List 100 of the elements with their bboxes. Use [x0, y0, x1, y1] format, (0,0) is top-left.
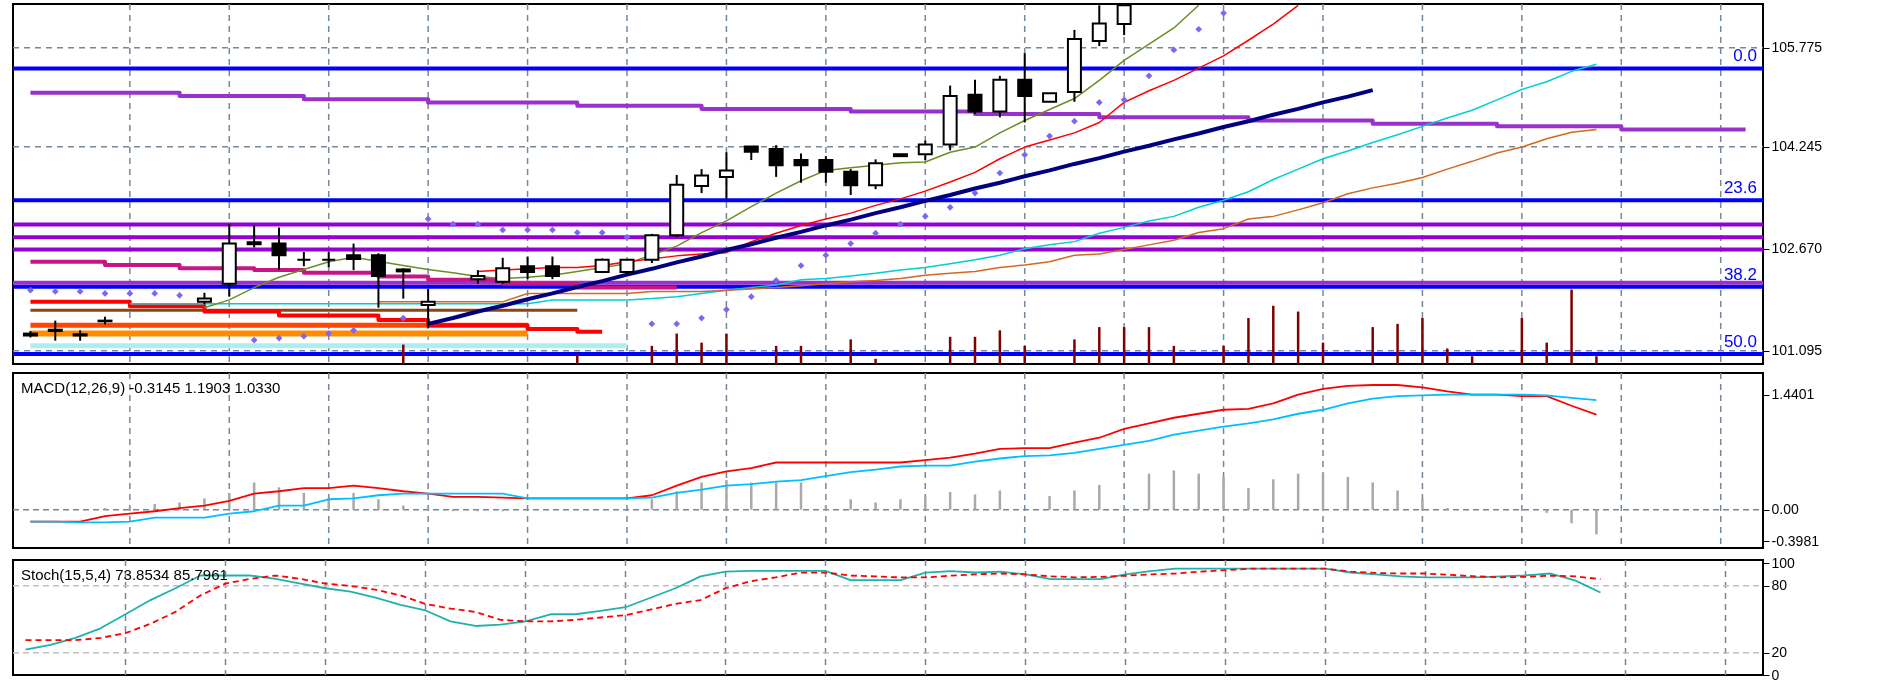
bar — [1595, 509, 1598, 535]
y-tick-label: -0.3981 — [1771, 532, 1820, 549]
point — [449, 220, 457, 228]
point — [76, 288, 84, 295]
point — [51, 288, 59, 295]
point — [250, 336, 258, 344]
point — [847, 240, 855, 247]
point — [921, 213, 929, 220]
point — [126, 290, 134, 297]
bar — [1396, 490, 1399, 510]
y-tick-label: 0 — [1771, 666, 1780, 683]
bar — [228, 492, 231, 510]
y-tick-label: 101.095 — [1771, 342, 1823, 359]
candlestick — [768, 144, 784, 178]
point — [772, 277, 780, 284]
bar — [1247, 488, 1250, 510]
candlestick — [346, 242, 362, 272]
point — [648, 320, 656, 328]
annotation: 38.2 — [1723, 264, 1757, 284]
bar — [1073, 490, 1076, 510]
point — [1195, 25, 1203, 33]
bar — [1197, 473, 1200, 510]
point — [1046, 132, 1053, 140]
bar — [725, 480, 728, 510]
bar — [1570, 509, 1573, 524]
bar — [849, 499, 852, 510]
point — [176, 292, 183, 299]
candlestick — [246, 224, 262, 249]
line-series — [426, 88, 1375, 326]
point — [325, 330, 333, 337]
bar — [1272, 479, 1275, 510]
point — [151, 290, 159, 297]
line-series — [203, 4, 1200, 309]
point — [897, 220, 904, 228]
bar — [899, 499, 902, 510]
point — [996, 169, 1004, 177]
point — [1095, 99, 1103, 106]
point — [822, 251, 830, 259]
bar — [1421, 498, 1424, 510]
candlestick — [843, 168, 859, 197]
bar — [153, 504, 156, 510]
line-series — [129, 63, 1598, 305]
point — [623, 233, 631, 241]
point — [971, 189, 979, 197]
candlestick — [271, 226, 287, 272]
annotation: 50.0 — [1723, 331, 1757, 351]
point — [27, 286, 34, 294]
candlestick — [793, 152, 809, 184]
bar — [700, 482, 703, 510]
bar — [750, 482, 753, 510]
point — [1170, 46, 1178, 54]
candlestick — [868, 158, 884, 191]
point — [399, 314, 407, 322]
point — [350, 326, 357, 334]
point — [499, 226, 507, 234]
y-tick-label: 104.245 — [1771, 138, 1823, 155]
point — [1071, 117, 1078, 125]
bar — [352, 492, 355, 510]
candlestick — [321, 250, 337, 269]
bar — [1098, 484, 1101, 510]
point — [300, 332, 308, 340]
candlestick — [395, 267, 411, 300]
bar — [874, 502, 877, 510]
y-tick-label: 100 — [1771, 554, 1796, 571]
point — [946, 203, 954, 211]
candlestick — [1017, 52, 1033, 124]
point — [1120, 96, 1128, 104]
y-tick-label: 80 — [1771, 577, 1788, 594]
candlestick — [718, 151, 734, 200]
y-tick-label: 20 — [1771, 644, 1788, 661]
candlestick — [694, 168, 710, 195]
candlestick — [917, 139, 933, 162]
bar — [128, 507, 132, 510]
bar — [377, 499, 380, 510]
bar — [1048, 496, 1051, 510]
bar — [402, 505, 405, 510]
point — [872, 229, 879, 237]
bar — [924, 496, 927, 510]
y-tick-label: 102.670 — [1771, 240, 1823, 257]
point — [474, 220, 482, 228]
point — [1021, 151, 1029, 159]
point — [573, 229, 581, 236]
annotation: 0.0 — [1733, 46, 1757, 66]
candlestick — [967, 78, 983, 116]
point — [1145, 72, 1153, 80]
bar — [1545, 509, 1548, 513]
point — [747, 293, 755, 301]
y-tick-label: 1.4401 — [1771, 386, 1815, 403]
y-tick-label: 105.775 — [1771, 39, 1823, 56]
chart-title: MACD(12,26,9) -0.3145 1.1903 1.0330 — [21, 379, 281, 396]
point — [275, 334, 283, 342]
point — [723, 306, 730, 313]
candlestick — [495, 256, 511, 285]
candlestick — [818, 155, 834, 184]
point — [424, 215, 432, 223]
bar — [1371, 482, 1374, 510]
bar — [1222, 476, 1225, 510]
candlestick — [544, 255, 560, 281]
candlestick — [520, 255, 536, 281]
point — [673, 320, 681, 328]
